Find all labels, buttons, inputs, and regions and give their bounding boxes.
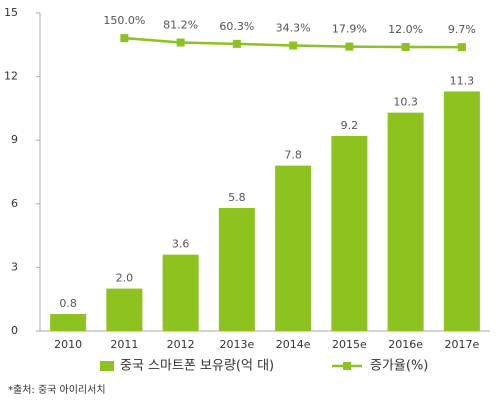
bar	[331, 135, 368, 331]
line-value-label: 9.7%	[448, 23, 476, 36]
line-value-label: 60.3%	[219, 20, 254, 33]
y-tick-label: 15	[4, 6, 18, 19]
bar-value-label: 11.3	[450, 74, 475, 87]
bar-value-label: 3.6	[172, 238, 190, 251]
line-marker	[289, 41, 298, 50]
bar	[106, 288, 143, 331]
y-tick-label: 3	[11, 260, 18, 273]
y-tick-label: 9	[11, 133, 18, 146]
bar	[443, 91, 480, 331]
bar	[275, 165, 312, 331]
line-marker	[401, 42, 410, 51]
legend-label: 중국 스마트폰 보유량(억 대)	[120, 359, 274, 374]
y-tick-label: 0	[11, 324, 18, 337]
y-tick-label: 6	[11, 197, 18, 210]
bar	[218, 208, 255, 331]
legend-label: 증가율(%)	[370, 359, 428, 374]
bar	[162, 254, 199, 331]
line-value-label: 150.0%	[103, 14, 145, 27]
line-marker	[232, 39, 241, 48]
y-tick-label: 12	[4, 70, 18, 83]
x-tick-label: 2012	[167, 338, 195, 351]
bar	[50, 314, 87, 331]
line-value-label: 34.3%	[276, 22, 311, 35]
line-value-label: 17.9%	[332, 23, 367, 36]
bar-value-label: 0.8	[59, 297, 77, 310]
bar-value-label: 10.3	[393, 96, 418, 109]
x-tick-label: 2017e	[444, 338, 479, 351]
bar-value-label: 2.0	[116, 272, 134, 285]
x-tick-label: 2011	[110, 338, 138, 351]
line-value-label: 81.2%	[163, 19, 198, 32]
x-tick-label: 2014e	[276, 338, 311, 351]
x-tick-label: 2016e	[388, 338, 423, 351]
source-note: *출처: 중국 아이리서치	[8, 384, 106, 396]
legend-swatch	[100, 361, 114, 371]
line-value-label: 12.0%	[388, 23, 423, 36]
line-marker	[457, 43, 466, 52]
bar-value-label: 7.8	[284, 149, 302, 162]
legend-swatch	[343, 362, 351, 370]
bar-value-label: 9.2	[341, 119, 359, 132]
line-marker	[345, 42, 354, 51]
x-tick-label: 2010	[54, 338, 82, 351]
bar	[387, 112, 424, 331]
x-tick-label: 2015e	[332, 338, 367, 351]
line-marker	[120, 34, 129, 43]
line-marker	[176, 38, 185, 47]
x-tick-label: 2013e	[219, 338, 254, 351]
bar-value-label: 5.8	[228, 191, 246, 204]
